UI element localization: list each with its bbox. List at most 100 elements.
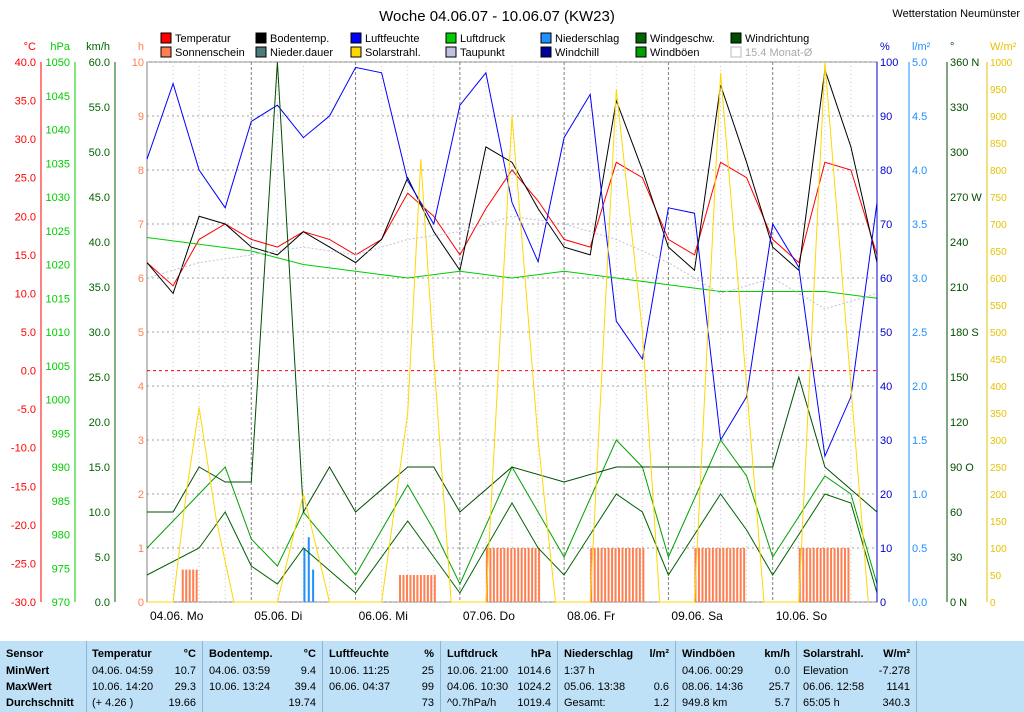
axis-tick-solar: 400 <box>990 382 1007 393</box>
stats-h-label: Temperatur <box>92 648 152 660</box>
sunshine-bar <box>611 548 614 602</box>
axis-tick-humid: 70 <box>880 219 892 231</box>
stats-avg-label: ^0.7hPa/h <box>447 697 497 709</box>
axis-tick-solar: 600 <box>990 274 1007 285</box>
axis-tick-humid: 60 <box>880 273 892 285</box>
series-windben <box>146 439 878 586</box>
sunshine-bar <box>430 575 433 602</box>
axis-unit-dir: ° <box>950 41 954 53</box>
stats-max-value: 39.4 <box>294 681 316 693</box>
row-label-max: MaxWert <box>6 681 52 693</box>
axis-tick-humid: 40 <box>880 381 892 393</box>
legend-label: Taupunkt <box>460 47 505 59</box>
axis-tick-temp: -10.0 <box>11 443 36 455</box>
axis-tick-hours: 8 <box>138 165 144 177</box>
sunshine-bar <box>614 548 617 602</box>
sunshine-bar <box>597 548 600 602</box>
axis-tick-humid: 20 <box>880 489 892 501</box>
stats-max-value: 99 <box>421 681 434 693</box>
axis-tick-press: 975 <box>52 563 70 575</box>
stats-avg-value: 340.3 <box>882 697 910 709</box>
legend-swatch <box>730 32 742 44</box>
legend-swatch <box>255 46 267 58</box>
rain-bar <box>307 537 310 602</box>
axis-tick-press: 1030 <box>46 192 70 204</box>
axis-tick-press: 995 <box>52 428 70 440</box>
axis-tick-hours: 5 <box>138 327 144 339</box>
sunshine-bar <box>701 548 704 602</box>
x-tick-label: 10.06. So <box>776 609 828 623</box>
axis-tick-press: 990 <box>52 462 70 474</box>
legend-swatch <box>350 32 362 44</box>
stats-h-label: Niederschlag <box>564 648 634 660</box>
stats-h-value: % <box>424 648 434 660</box>
axis-tick-wind: 50.0 <box>89 147 110 159</box>
sunshine-bar <box>412 575 415 602</box>
stats-avg-value: 1.2 <box>653 697 669 709</box>
axis-tick-press: 1025 <box>46 226 70 238</box>
axis-tick-temp: 10.0 <box>15 288 36 300</box>
axis-tick-temp: -15.0 <box>11 481 36 493</box>
stats-h-label: Windböen <box>682 648 736 660</box>
legend-swatch <box>160 32 172 44</box>
axis-tick-solar: 700 <box>990 220 1007 231</box>
legend-label: Windböen <box>650 47 700 59</box>
sunshine-bar <box>492 548 495 602</box>
stats-max-value: 0.6 <box>653 681 669 693</box>
axis-tick-hours: 6 <box>138 273 144 285</box>
axis-tick-wind: 30.0 <box>89 327 110 339</box>
axis-tick-dir: 180 S <box>950 327 979 339</box>
stats-min-label: 04.06. 04:59 <box>92 665 154 677</box>
sunshine-bar <box>812 548 815 602</box>
legend-swatch <box>540 32 552 44</box>
sunshine-bar <box>433 575 436 602</box>
legend-label: Luftdruck <box>460 33 506 45</box>
axis-tick-temp: -30.0 <box>11 597 36 609</box>
sunshine-bar <box>416 575 419 602</box>
axis-tick-temp: -25.0 <box>11 558 36 570</box>
sunshine-bar <box>593 548 596 602</box>
axis-tick-hours: 0 <box>138 597 144 609</box>
sunshine-bar <box>499 548 502 602</box>
stats-min-value: 9.4 <box>300 665 316 677</box>
stats-avg-value: 73 <box>421 697 434 709</box>
sunshine-bar <box>725 548 728 602</box>
axis-unit-press: hPa <box>50 41 70 53</box>
axis-tick-dir: 0 N <box>950 597 967 609</box>
legend-swatch <box>635 46 647 58</box>
axis-tick-dir: 30 <box>950 552 962 564</box>
axis-tick-hours: 3 <box>138 435 144 447</box>
axis-tick-hours: 9 <box>138 111 144 123</box>
sunshine-bar <box>600 548 603 602</box>
stats-max-label: 06.06. 04:37 <box>329 681 391 693</box>
series-taupunkt <box>146 215 878 310</box>
axis-tick-dir: 270 W <box>950 192 982 204</box>
sunshine-bar <box>188 569 191 602</box>
axis-tick-temp: 0.0 <box>21 366 36 378</box>
row-label-avg: Durchschnitt <box>6 697 74 709</box>
axis-tick-temp: -5.0 <box>17 404 36 416</box>
stats-column-bodentemp: Bodentemp. °C 04.06. 03:59 9.4 10.06. 13:24 3… <box>203 641 323 712</box>
axis-tick-dir: 60 <box>950 507 962 519</box>
series-luftfeuchte <box>146 66 878 459</box>
x-tick-label: 09.06. Sa <box>671 609 723 623</box>
legend-swatch <box>730 46 742 58</box>
axis-tick-solar: 950 <box>990 85 1007 96</box>
axis-tick-press: 980 <box>52 530 70 542</box>
legend-label: Sonnenschein <box>175 47 245 59</box>
stats-min-value: 10.7 <box>174 665 196 677</box>
axis-tick-solar: 50 <box>990 571 1002 582</box>
legend-swatch <box>540 46 552 58</box>
axis-tick-press: 1020 <box>46 260 70 272</box>
axis-tick-solar: 300 <box>990 436 1007 447</box>
stats-avg-value: 1019.4 <box>517 697 551 709</box>
sunshine-bar <box>704 548 707 602</box>
axis-tick-dir: 90 O <box>950 462 974 474</box>
axis-unit-wind: km/h <box>86 41 110 53</box>
stats-h-value: hPa <box>530 648 551 660</box>
legend-swatch <box>635 32 647 44</box>
sunshine-bar <box>729 548 732 602</box>
sunshine-bar <box>805 548 808 602</box>
x-tick-label: 08.06. Fr <box>567 609 615 623</box>
axis-tick-wind: 25.0 <box>89 372 110 384</box>
